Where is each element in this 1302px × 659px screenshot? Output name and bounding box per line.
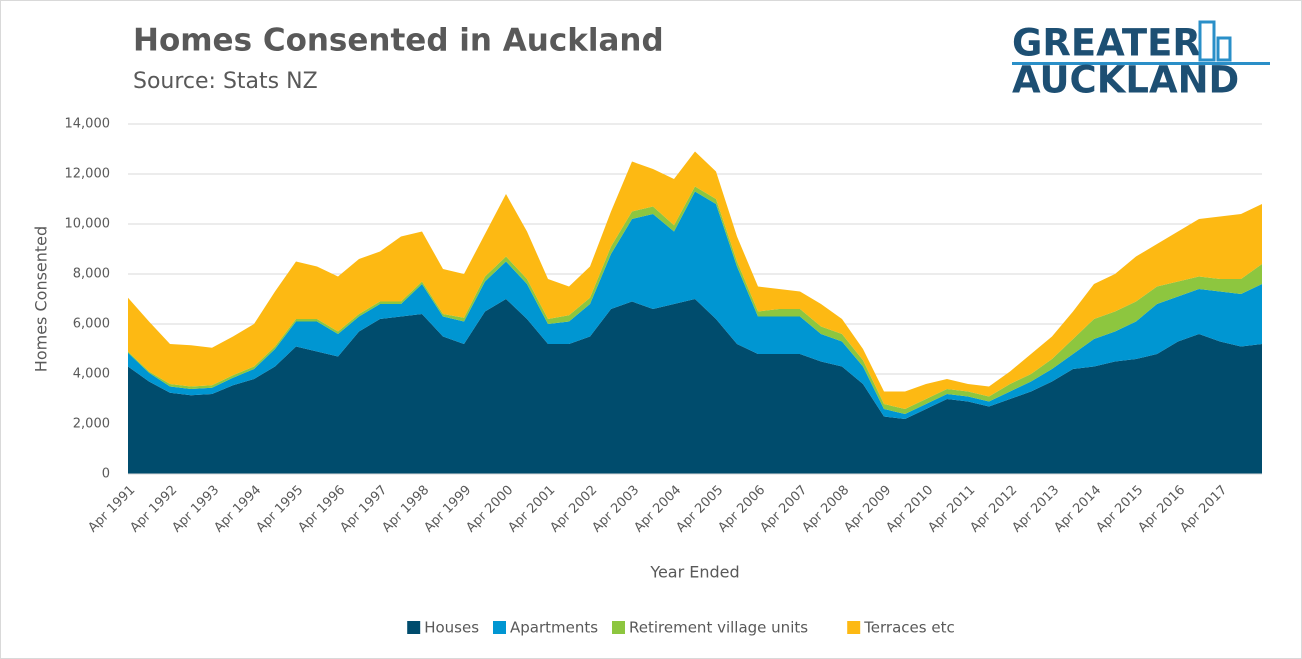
y-tick-label: 12,000 xyxy=(65,167,111,182)
chart-title: Homes Consented in Auckland xyxy=(133,23,664,59)
legend-swatch xyxy=(407,621,421,634)
logo-rule xyxy=(1012,62,1270,65)
legend-label: Terraces etc xyxy=(863,619,955,637)
y-axis-label: Homes Consented xyxy=(32,226,51,372)
y-tick-label: 0 xyxy=(102,467,110,482)
y-tick-label: 8,000 xyxy=(73,267,110,282)
x-axis-label: Year Ended xyxy=(649,563,739,582)
legend-label: Apartments xyxy=(510,619,598,637)
logo-building xyxy=(1198,20,1216,62)
area xyxy=(128,151,1262,409)
logo-building xyxy=(1216,36,1232,62)
y-tick-label: 4,000 xyxy=(73,367,110,382)
logo: GREATER AUCKLAND xyxy=(1012,20,1270,102)
chart-subtitle: Source: Stats NZ xyxy=(133,69,318,94)
logo-line-1: GREATER xyxy=(1012,22,1201,65)
y-tick-label: 10,000 xyxy=(65,217,111,232)
legend-label: Houses xyxy=(424,619,479,637)
y-tick-label: 6,000 xyxy=(73,317,110,332)
area xyxy=(128,299,1262,474)
y-tick-label: 2,000 xyxy=(73,417,110,432)
area xyxy=(128,191,1262,419)
legend-swatch xyxy=(493,621,506,634)
legend-swatch xyxy=(847,621,861,634)
legend: Houses Apartments Retirement village units… xyxy=(407,619,955,637)
logo-line-2: AUCKLAND xyxy=(1012,59,1239,102)
legend-swatch xyxy=(612,621,625,634)
y-tick-label: 14,000 xyxy=(65,117,111,132)
legend-label: Retirement village units xyxy=(629,619,808,637)
